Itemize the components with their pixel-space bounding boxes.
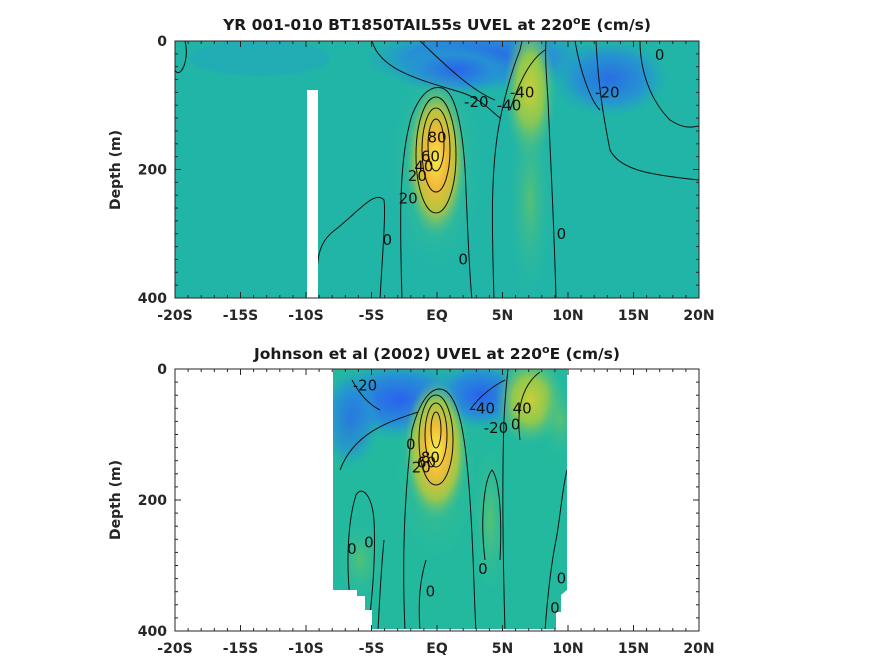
- contour-label: 0: [347, 540, 357, 558]
- contour-label: 0: [550, 599, 560, 617]
- contour-label: 80: [421, 448, 440, 466]
- chart-title: Johnson et al (2002) UVEL at 220oE (cm/s…: [253, 343, 620, 363]
- heatmap-field: [175, 41, 699, 298]
- contour-label: -20: [353, 376, 378, 394]
- contour-label: -20: [595, 83, 620, 101]
- x-tick-label: EQ: [426, 308, 448, 324]
- contour-label: 0: [478, 560, 488, 578]
- contour-label: 0: [557, 225, 567, 243]
- contour-label: -20: [484, 419, 509, 437]
- contour-label: -40: [510, 83, 535, 101]
- contour-label: 0: [364, 534, 374, 552]
- contour-label: 0: [458, 250, 468, 268]
- contour-label: 20: [412, 458, 431, 476]
- x-tick-label: -10S: [288, 308, 323, 324]
- panel-observations: Johnson et al (2002) UVEL at 220oE (cm/s…: [108, 343, 715, 656]
- chart-title: YR 001-010 BT1850TAIL55s UVEL at 220oE (…: [222, 14, 651, 34]
- contour-label: 20: [399, 189, 418, 207]
- x-tick-label: 15N: [618, 308, 649, 324]
- contour-lines: [175, 41, 699, 298]
- contour-label: -40: [497, 96, 522, 114]
- x-tick-labels: -20S -15S -10S -5S EQ 5N 10N 15N 20N: [157, 308, 714, 324]
- panel-model: YR 001-010 BT1850TAIL55s UVEL at 220oE (…: [108, 14, 715, 324]
- x-tick-label: -5S: [359, 641, 385, 656]
- contour-label: 40: [414, 157, 433, 175]
- heatmap-field: [333, 369, 567, 629]
- contour-label: 60: [417, 454, 436, 472]
- contour-label: 0: [406, 435, 416, 453]
- contour-label: 20: [408, 167, 427, 185]
- y-tick-label: 0: [157, 34, 167, 50]
- y-tick-label: 0: [157, 362, 167, 378]
- contour-label: 60: [421, 148, 440, 166]
- y-tick-label: 200: [138, 493, 167, 509]
- axis-ticks: [174, 40, 700, 299]
- x-tick-label: -10S: [288, 641, 323, 656]
- y-tick-label: 400: [138, 624, 167, 640]
- y-tick-label: 200: [138, 163, 167, 179]
- contour-label: 0: [511, 416, 521, 434]
- masked-column: [307, 90, 318, 298]
- x-tick-label: 5N: [492, 641, 513, 656]
- y-tick-label: 400: [138, 291, 167, 307]
- x-tick-label: -20S: [157, 641, 192, 656]
- x-tick-label: -15S: [223, 641, 258, 656]
- contour-label: 0: [557, 570, 567, 588]
- y-tick-labels: 0 200 400: [138, 362, 167, 640]
- x-tick-label: -15S: [223, 308, 258, 324]
- y-axis-label: Depth (m): [108, 460, 124, 540]
- x-tick-label: 15N: [618, 641, 649, 656]
- x-tick-label: 5N: [492, 308, 513, 324]
- x-tick-label: EQ: [426, 641, 448, 656]
- contour-label: 0: [382, 231, 392, 249]
- contour-lines: [339, 369, 567, 629]
- x-tick-label: 10N: [552, 641, 583, 656]
- contour-label: 40: [513, 399, 532, 417]
- x-tick-labels: -20S -15S -10S -5S EQ 5N 10N 15N 20N: [157, 641, 714, 656]
- contour-label: 0: [655, 46, 665, 64]
- x-tick-label: 20N: [683, 641, 714, 656]
- contour-label: 80: [427, 128, 446, 146]
- x-tick-label: 20N: [683, 308, 714, 324]
- x-tick-label: -5S: [359, 308, 385, 324]
- contour-label: -40: [471, 399, 496, 417]
- y-axis-label: Depth (m): [108, 130, 124, 210]
- contour-label: 0: [426, 583, 436, 601]
- x-tick-label: -20S: [157, 308, 192, 324]
- axis-ticks: [174, 368, 700, 632]
- y-tick-labels: 0 200 400: [138, 34, 167, 307]
- x-tick-label: 10N: [552, 308, 583, 324]
- contour-label: -20: [464, 93, 489, 111]
